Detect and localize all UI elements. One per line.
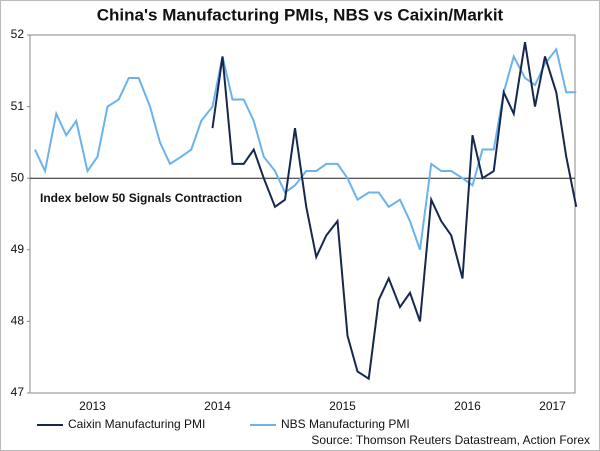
x-tick-label: 2017 — [539, 399, 566, 413]
series-line — [34, 47, 577, 251]
x-tick-label: 2015 — [329, 399, 356, 413]
source: Source: Thomson Reuters Datastream, Acti… — [311, 433, 590, 447]
x-tick-label: 2014 — [204, 399, 231, 413]
y-tick-label: 48 — [11, 314, 25, 328]
x-tick-label: 2013 — [79, 399, 106, 413]
y-tick-label: 49 — [11, 242, 25, 256]
annotation: Index below 50 Signals Contraction — [40, 191, 242, 205]
y-tick-label: 50 — [11, 170, 25, 184]
legend-label: NBS Manufacturing PMI — [281, 417, 410, 431]
plot-frame — [29, 34, 576, 394]
series-line — [211, 42, 578, 381]
y-tick-label: 52 — [11, 27, 25, 41]
x-tick-label: 2016 — [454, 399, 481, 413]
y-tick-label: 51 — [11, 99, 25, 113]
y-tick-label: 47 — [11, 385, 25, 399]
legend-label: Caixin Manufacturing PMI — [68, 417, 205, 431]
chart-title: China's Manufacturing PMIs, NBS vs Caixi… — [97, 5, 504, 24]
